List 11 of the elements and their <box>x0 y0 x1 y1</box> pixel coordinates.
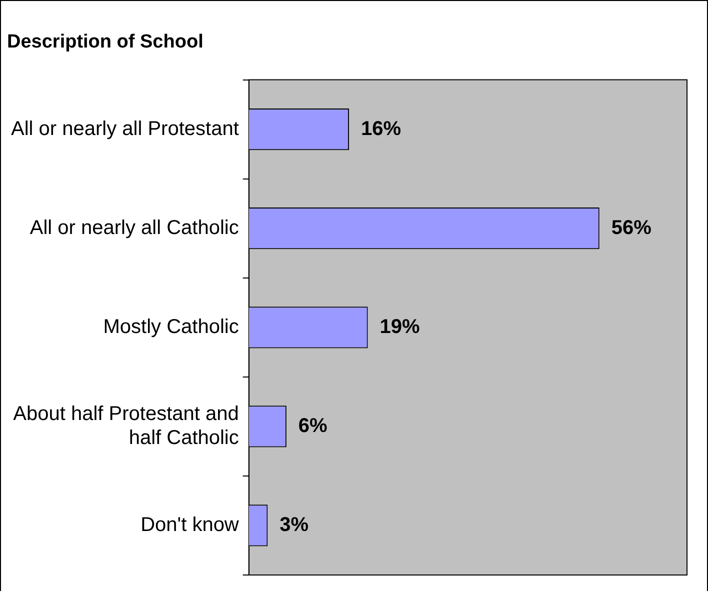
y-tick-label: Don't know <box>140 514 240 536</box>
chart-title: Description of School <box>7 32 204 53</box>
data-label: 3% <box>280 514 309 536</box>
y-tick-label: About half Protestant and half Catholic <box>13 402 239 449</box>
y-tick-label: All or nearly all Protestant <box>10 118 240 140</box>
data-label: 19% <box>380 316 420 338</box>
data-label: 56% <box>611 216 652 239</box>
y-tick-label: All or nearly all Catholic <box>30 216 239 239</box>
data-label: 6% <box>298 414 328 437</box>
y-tick-label: Mostly Catholic <box>103 316 239 338</box>
data-label: 16% <box>361 118 402 140</box>
